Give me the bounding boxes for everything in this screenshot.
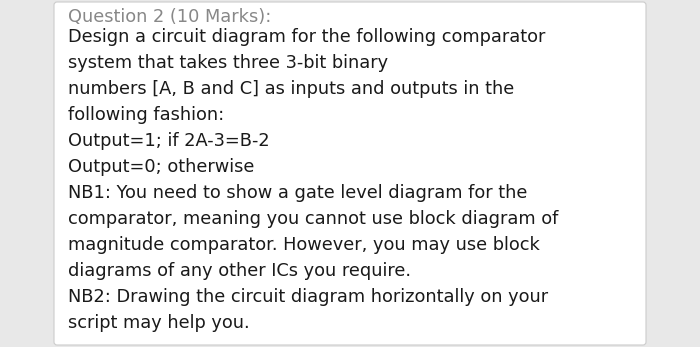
Text: NB2: Drawing the circuit diagram horizontally on your: NB2: Drawing the circuit diagram horizon… <box>68 288 548 306</box>
Text: script may help you.: script may help you. <box>68 314 250 332</box>
Text: numbers [A, B and C] as inputs and outputs in the: numbers [A, B and C] as inputs and outpu… <box>68 80 514 98</box>
Text: NB1: You need to show a gate level diagram for the: NB1: You need to show a gate level diagr… <box>68 184 527 202</box>
Text: comparator, meaning you cannot use block diagram of: comparator, meaning you cannot use block… <box>68 210 559 228</box>
Text: Output=1; if 2A-3=B-2: Output=1; if 2A-3=B-2 <box>68 132 270 150</box>
FancyBboxPatch shape <box>54 2 646 345</box>
Text: following fashion:: following fashion: <box>68 106 224 124</box>
Text: Question 2 (10 Marks):: Question 2 (10 Marks): <box>68 8 272 26</box>
Text: system that takes three 3-bit binary: system that takes three 3-bit binary <box>68 54 388 72</box>
Text: magnitude comparator. However, you may use block: magnitude comparator. However, you may u… <box>68 236 540 254</box>
Text: Design a circuit diagram for the following comparator: Design a circuit diagram for the followi… <box>68 28 545 46</box>
Text: diagrams of any other ICs you require.: diagrams of any other ICs you require. <box>68 262 411 280</box>
Text: Output=0; otherwise: Output=0; otherwise <box>68 158 254 176</box>
